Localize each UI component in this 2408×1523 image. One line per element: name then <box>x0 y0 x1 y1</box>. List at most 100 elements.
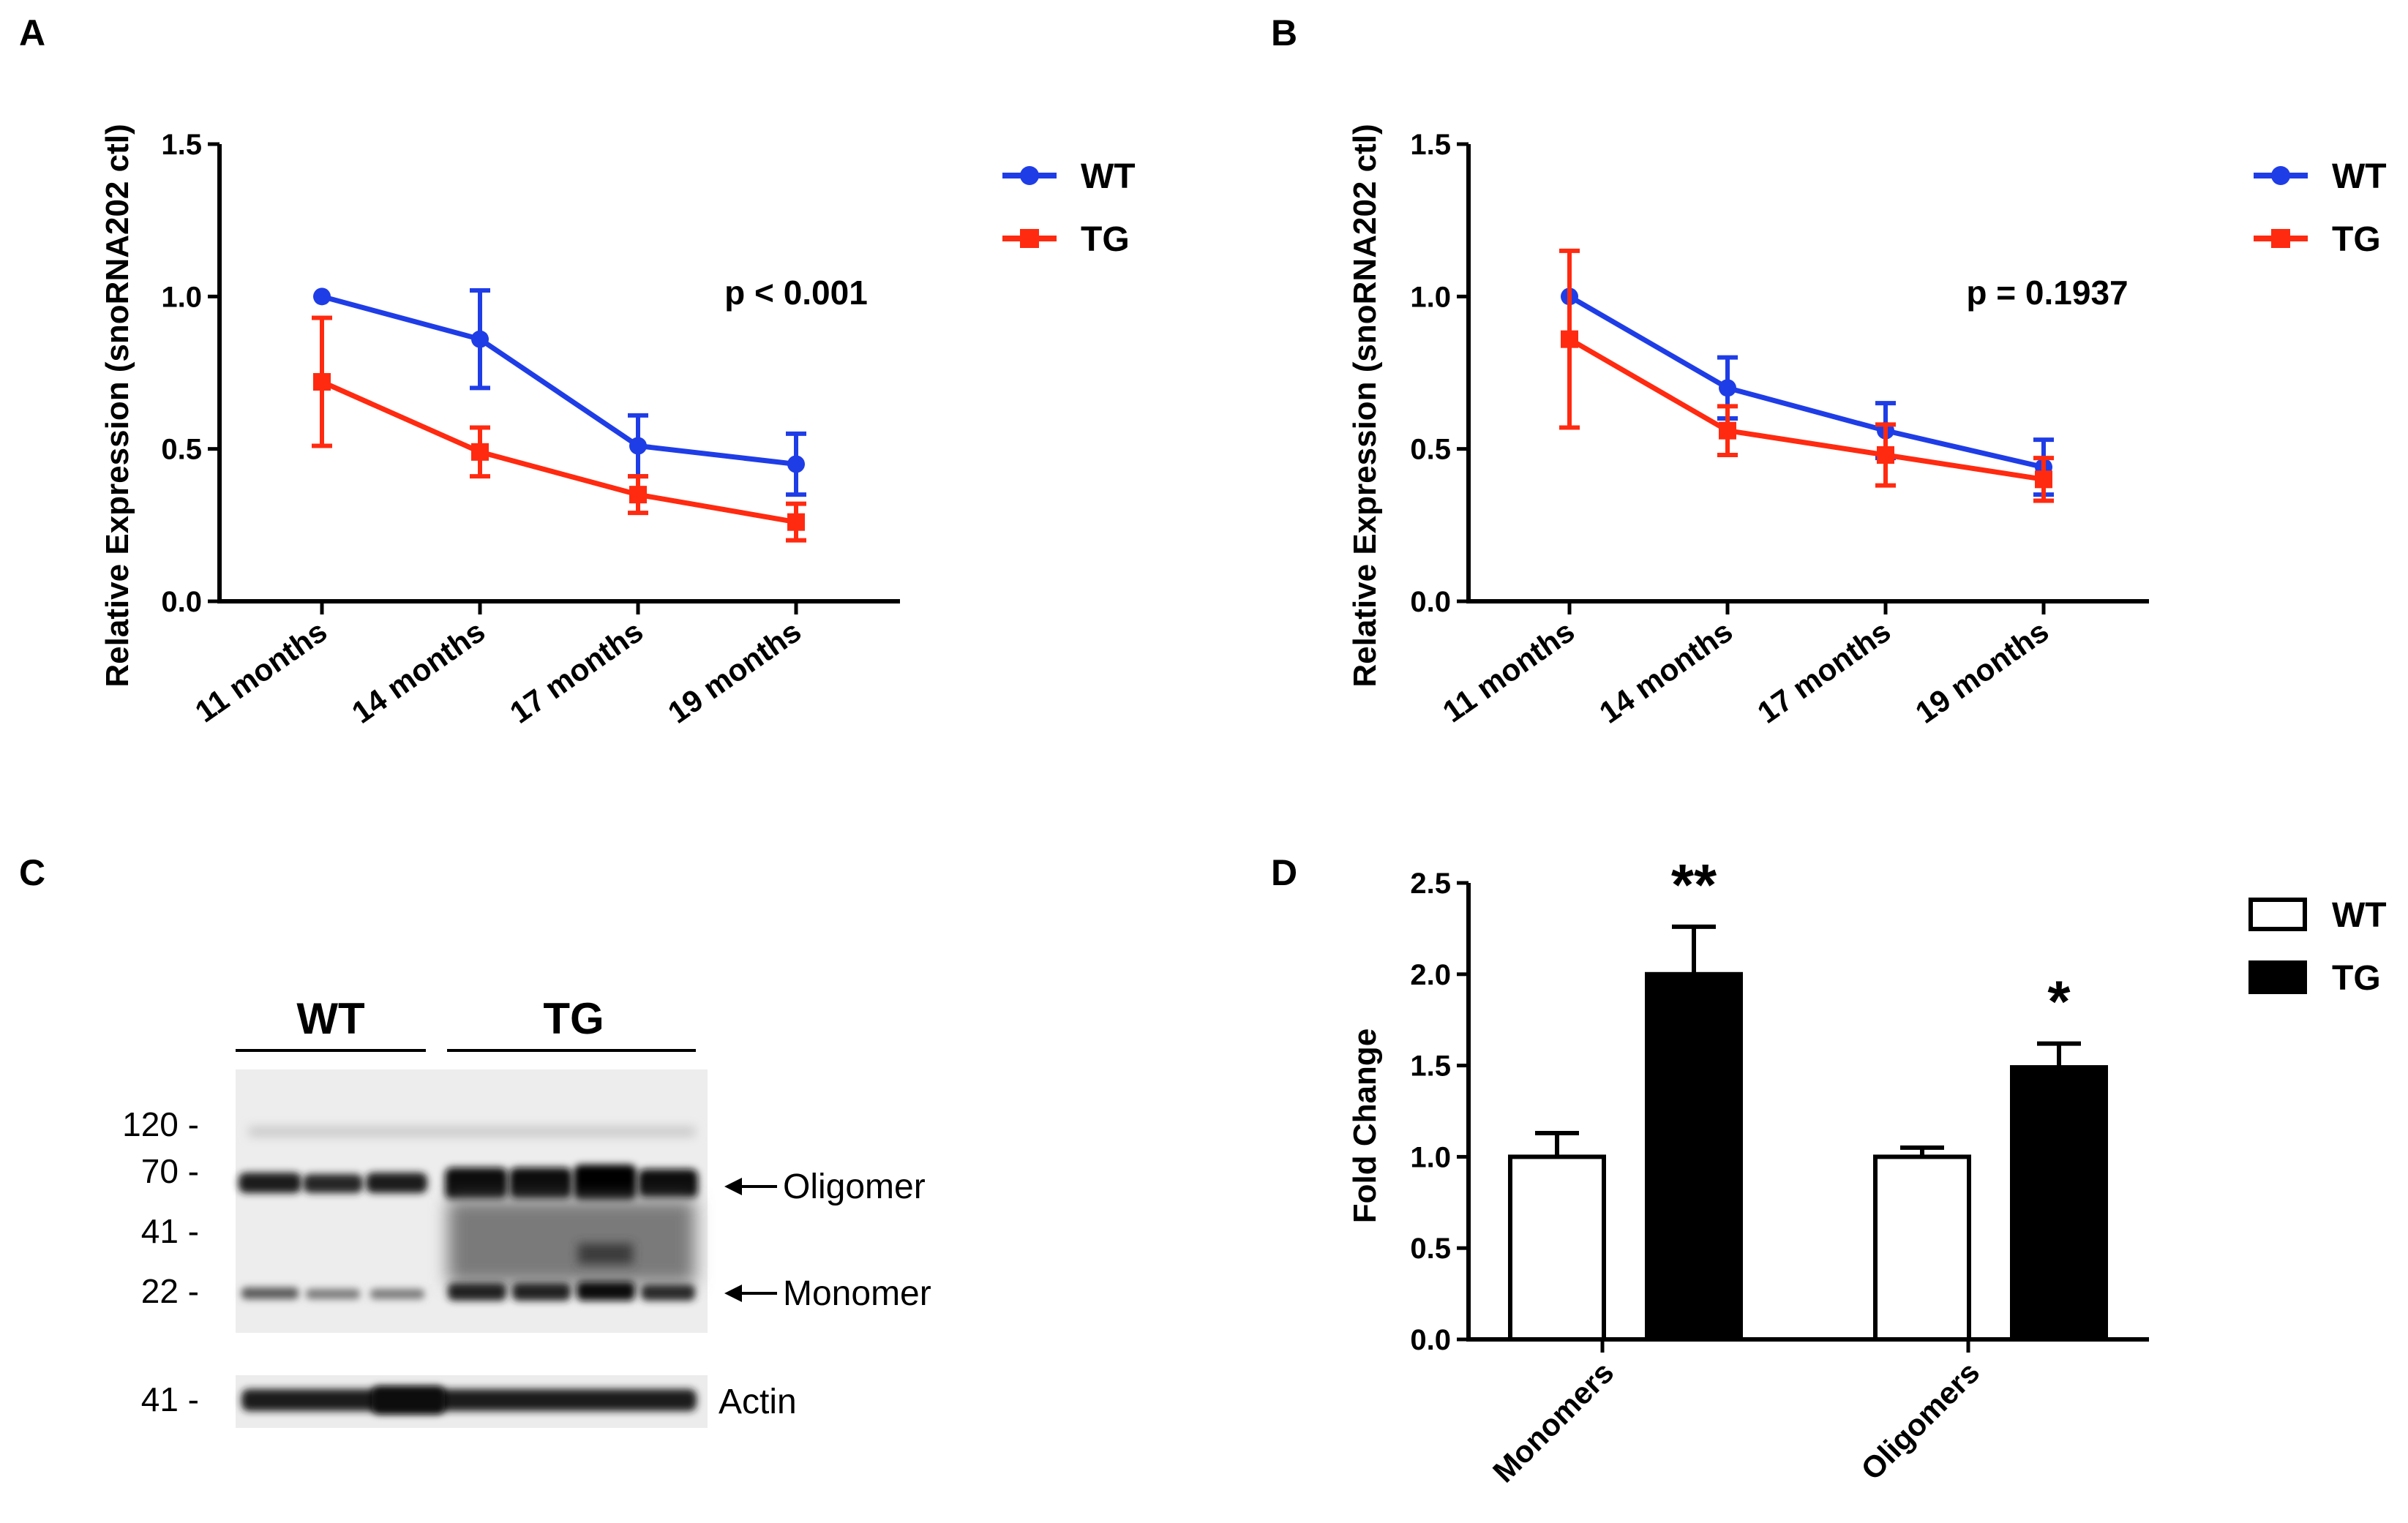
data-point <box>787 513 805 531</box>
series-line <box>321 293 797 467</box>
panel-d-letter: D <box>1271 852 1297 893</box>
band-oligomer <box>638 1169 698 1198</box>
bar-wt <box>1508 1154 1606 1342</box>
band-monomer <box>241 1287 299 1299</box>
data-point <box>313 287 331 306</box>
panel-b-letter: B <box>1271 12 1297 53</box>
y-tick-label: 1.5 <box>1410 1050 1451 1083</box>
x-tick-label: 17 months <box>1751 614 1897 730</box>
legend-marker <box>2271 229 2290 248</box>
y-tick-label: 1.0 <box>1410 281 1451 313</box>
band-oligomer <box>445 1167 508 1200</box>
band-smear <box>578 1244 633 1264</box>
x-tick-label: 19 months <box>1909 614 2055 730</box>
label-monomer: Monomer <box>783 1274 931 1313</box>
y-tick-label: 1.0 <box>1410 1141 1451 1173</box>
x-tick-label: 17 months <box>503 614 649 730</box>
series-tg <box>312 315 806 543</box>
band-oligomer <box>509 1167 572 1200</box>
chart-a: 0.0 0.5 1.0 1.5 11 months 14 months 17 months 1… <box>100 124 1136 729</box>
chart-d: 0.00.51.01.52.02.5 ***Monomers OligomersFo… <box>1347 852 2387 1489</box>
data-point <box>629 437 647 455</box>
bar-wt <box>1873 1154 1971 1342</box>
marker-22: 22 - <box>141 1272 199 1310</box>
y-tick-label: 0.5 <box>1410 434 1451 466</box>
data-point <box>1877 446 1894 464</box>
data-point <box>1561 330 1578 348</box>
y-tick-label: 0.5 <box>161 434 202 466</box>
data-point <box>629 486 647 504</box>
legend-label: TG <box>1081 220 1130 259</box>
legend-label: TG <box>2332 220 2381 259</box>
band-monomer <box>306 1289 360 1299</box>
data-point <box>2035 470 2052 489</box>
bar-tg <box>1645 971 1743 1342</box>
legend-label: WT <box>2332 896 2387 935</box>
data-point <box>787 455 805 473</box>
series-wt <box>313 287 806 497</box>
y-tick-label: 2.5 <box>1410 868 1451 900</box>
band-oligomer <box>574 1165 637 1201</box>
series-line <box>1568 336 2044 482</box>
band-oligomer <box>303 1174 363 1193</box>
p-value-annotation: p = 0.1937 <box>1966 274 2128 312</box>
x-tick-label: 14 months <box>1593 614 1739 730</box>
label-actin: Actin <box>719 1383 797 1421</box>
panel-c-letter: C <box>19 852 45 893</box>
legend-swatch <box>2248 898 2307 931</box>
band-smear <box>448 1200 695 1284</box>
label-oligomer: Oligomer <box>783 1167 926 1206</box>
p-value-annotation: p < 0.001 <box>724 274 868 312</box>
marker-70: 70 - <box>141 1152 199 1190</box>
series-wt <box>1561 287 2054 497</box>
chart-b: 0.0 0.5 1.0 1.5 11 months 14 months 17 months 1… <box>1347 124 2387 729</box>
band-monomer <box>448 1283 506 1301</box>
band-oligomer <box>239 1173 301 1193</box>
band-monomer <box>577 1282 635 1301</box>
x-tick-label: Oligomers <box>1854 1355 1986 1486</box>
x-tick-label: 19 months <box>661 614 807 730</box>
y-axis-label: Relative Expression (snoRNA202 ctl) <box>1347 124 1383 687</box>
band-actin <box>241 1389 697 1411</box>
band-oligomer <box>366 1173 427 1193</box>
y-tick-label: 0.5 <box>1410 1233 1451 1265</box>
legend-marker <box>1020 229 1039 248</box>
y-tick-label: 0.0 <box>161 586 202 618</box>
bar-tg <box>2010 1065 2108 1342</box>
band-monomer <box>641 1285 695 1301</box>
y-axis-label: Fold Change <box>1347 1029 1383 1223</box>
y-tick-label: 0.0 <box>1410 1324 1451 1356</box>
y-tick-label: 2.0 <box>1410 959 1451 991</box>
band-monomer <box>370 1289 424 1299</box>
blot-group-tg: TG <box>543 994 604 1043</box>
y-tick-label: 1.5 <box>161 129 202 161</box>
legend-swatch <box>2248 960 2307 994</box>
series-line <box>320 379 797 525</box>
x-tick-label: Monomers <box>1486 1355 1620 1489</box>
panel-a-letter: A <box>19 12 45 53</box>
y-tick-label: 0.0 <box>1410 586 1451 618</box>
x-tick-label: 14 months <box>345 614 491 730</box>
x-tick-label: 11 months <box>1436 614 1580 729</box>
significance-marker: * <box>2047 969 2071 1034</box>
significance-marker: ** <box>1671 852 1717 917</box>
western-blot: WT TG 120 - 70 - 41 - <box>122 994 931 1428</box>
y-tick-label: 1.5 <box>1410 129 1451 161</box>
legend-label: WT <box>2332 157 2387 196</box>
data-point <box>471 443 489 461</box>
legend-label: TG <box>2332 959 2381 998</box>
data-point <box>1719 379 1736 397</box>
marker-41: 41 - <box>141 1212 199 1250</box>
legend-marker <box>2271 166 2290 185</box>
marker-120: 120 - <box>122 1105 199 1143</box>
band-120 <box>249 1127 695 1137</box>
arrow-monomer-head <box>724 1285 742 1302</box>
series-line <box>1568 294 2044 470</box>
data-point <box>471 330 489 348</box>
band-actin <box>372 1386 445 1414</box>
band-monomer <box>512 1283 571 1301</box>
legend-label: WT <box>1081 157 1136 196</box>
data-point <box>1719 421 1736 440</box>
